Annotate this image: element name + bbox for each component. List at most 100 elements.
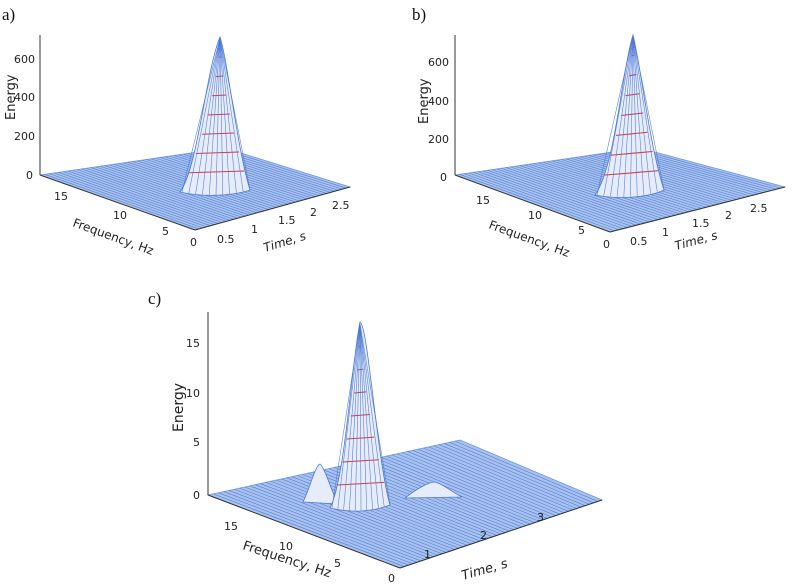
time-tick-c-1: 1 [424, 548, 431, 561]
floor-grid-line-c [433, 445, 582, 508]
peak-grid-line-a [181, 37, 221, 193]
floor-grid-line-c [402, 452, 556, 516]
peak-grid-line-c [337, 323, 361, 509]
floor-grid-line-c [438, 444, 586, 506]
time-tick-a-2.5: 2.5 [332, 199, 350, 212]
floor-grid-line-b [478, 171, 632, 227]
floor-grid-line-b [459, 174, 615, 232]
floor-grid-line-a [53, 172, 207, 228]
floor-grid-line-c [218, 492, 409, 566]
floor-grid-line-b [473, 172, 628, 228]
freq-tick-b-5: 5 [578, 224, 585, 237]
freq-axis-c [207, 494, 401, 569]
floor-grid-line-a [100, 165, 246, 217]
peak-grid-line-c [359, 323, 362, 511]
peak-grid-line-b [632, 35, 658, 192]
floor-grid-line-b [496, 168, 650, 223]
floor-grid-line-c [407, 451, 561, 515]
peak-grid-line-b [610, 35, 634, 197]
floor-grid-line-c [454, 440, 598, 502]
floor-grid-line-b [505, 167, 659, 220]
z-tick-b-0: 0 [440, 171, 447, 184]
peak-grid-line-a [219, 37, 244, 192]
floor-grid-line-a [67, 170, 219, 224]
z-tick-c-5: 5 [193, 436, 200, 449]
time-tick-c-3: 3 [537, 511, 544, 524]
peak-grid-line-c [343, 323, 361, 510]
panel-label-c: c) [148, 289, 161, 308]
peak-grid-line-a [188, 37, 221, 194]
z-tick-a-400: 400 [14, 91, 35, 104]
floor-grid-line-c [234, 488, 422, 562]
peak-mesh-c [331, 323, 391, 511]
floor-grid-line-c [223, 491, 413, 565]
freq-tick-b-0: 0 [603, 238, 610, 251]
floor-grid-line-c [270, 480, 451, 552]
floor-grid-line-c [249, 485, 434, 557]
contour-line-b [621, 112, 644, 117]
peak-grid-line-b [632, 35, 665, 191]
floor-grid-line-a [63, 171, 215, 225]
time-axis-label-a: Time, s [262, 229, 308, 255]
z-tick-b-400: 400 [428, 95, 449, 108]
time-axis-label-b: Time, s [673, 228, 719, 253]
floor-grid-line-c [244, 486, 430, 559]
floor-grid-line-c [307, 472, 481, 542]
freq-axis-b [454, 174, 611, 233]
freq-axis-a [39, 174, 196, 231]
freq-tick-a-15: 15 [54, 190, 68, 203]
time-tick-b-1.5: 1.5 [692, 217, 710, 230]
floor-grid-line-a [95, 166, 242, 218]
floor-grid-line-c [302, 474, 476, 543]
time-tick-a-1.5: 1.5 [278, 214, 296, 227]
peak-grid-line-c [359, 323, 379, 508]
peak-grid-line-b [596, 35, 634, 196]
contour-line-b [615, 131, 648, 136]
z-tick-b-600: 600 [428, 56, 449, 69]
peak-grid-line-a [195, 37, 221, 194]
floor-grid-line-b [635, 148, 781, 189]
floor-grid-line-b [482, 170, 637, 226]
z-tick-c-10: 10 [186, 387, 200, 400]
z-tick-a-200: 200 [14, 130, 35, 143]
time-tick-b-1: 1 [662, 226, 669, 239]
floor-grid-line-c [265, 482, 447, 553]
floor-grid-line-b [491, 169, 646, 224]
contour-line-b [628, 73, 637, 77]
floor-grid-line-a [58, 172, 211, 226]
floor-grid-line-a [104, 165, 250, 216]
peak-grid-line-a [215, 37, 221, 196]
floor-grid-line-b [519, 165, 672, 217]
peak-grid-line-a [219, 37, 230, 194]
z-tick-c-0: 0 [193, 489, 200, 502]
floor-grid-line-b [515, 165, 667, 218]
floor-grid-line-c [396, 453, 552, 518]
time-tick-b-0.5: 0.5 [630, 235, 648, 248]
floor-grid-line-c [412, 450, 565, 514]
peak-grid-line-b [632, 35, 651, 194]
peak-grid-line-c [359, 323, 391, 506]
freq-tick-b-15: 15 [476, 194, 490, 207]
floor-grid-line-a [109, 164, 254, 215]
floor-grid-line-c [228, 490, 417, 563]
peak-surface-c [329, 321, 391, 512]
panel-a: a) 600 400 200 0 Energy 15 10 5 0 Freque… [2, 5, 352, 258]
peak-grid-line-a [208, 37, 221, 196]
floor-grid-line-c [375, 458, 535, 523]
floor-grid-line-c [417, 448, 569, 512]
floor-grid-line-c [386, 455, 544, 521]
time-axis-a [194, 186, 351, 231]
freq-tick-c-10: 10 [279, 540, 293, 553]
time-tick-a-1: 1 [251, 223, 258, 236]
peak-mesh-a [181, 37, 251, 196]
floor-grid-line-c [428, 446, 577, 509]
floor-grid-line-c [255, 484, 438, 556]
floor-grid-line-a [90, 167, 238, 219]
peak-mesh-b [596, 35, 665, 197]
freq-tick-c-0: 0 [388, 572, 395, 585]
floor-grid-line-b [501, 167, 654, 222]
peak-grid-line-b [623, 35, 634, 197]
floor-grid-line-a [44, 174, 199, 230]
floor-grid-line-b [487, 169, 641, 225]
peak-grid-line-a [219, 37, 224, 195]
